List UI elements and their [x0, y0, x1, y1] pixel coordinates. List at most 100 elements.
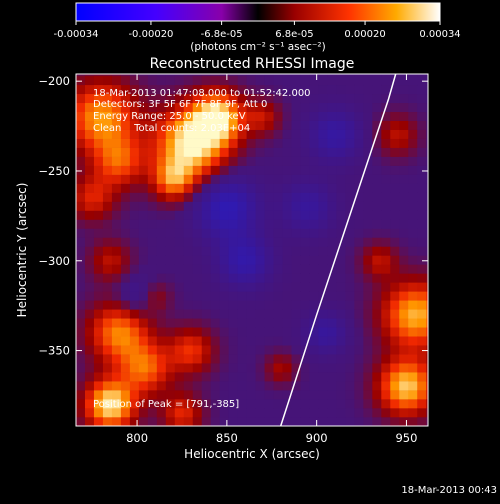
heatmap-cell: [255, 165, 265, 175]
heatmap-cell: [165, 381, 176, 391]
heatmap-cell: [111, 336, 122, 346]
heatmap-cell: [120, 147, 131, 157]
heatmap-cell: [381, 408, 391, 418]
heatmap-cell: [201, 174, 211, 184]
heatmap-cell: [246, 111, 256, 121]
heatmap-cell: [417, 345, 427, 355]
heatmap-cell: [408, 264, 418, 274]
heatmap-cell: [363, 363, 373, 373]
heatmap-cell: [273, 318, 283, 328]
heatmap-cell: [318, 309, 328, 319]
heatmap-cell: [309, 408, 319, 418]
heatmap-cell: [426, 309, 428, 319]
heatmap-cell: [318, 390, 328, 400]
heatmap-cell: [381, 165, 391, 175]
heatmap-cell: [390, 300, 400, 310]
heatmap-cell: [327, 291, 337, 301]
heatmap-cell: [264, 291, 274, 301]
heatmap-cell: [237, 291, 247, 301]
heatmap-cell: [372, 309, 382, 319]
heatmap-cell: [174, 408, 185, 418]
heatmap-cell: [93, 111, 104, 121]
heatmap-cell: [372, 156, 382, 166]
heatmap-cell: [426, 210, 428, 220]
heatmap-cell: [228, 255, 238, 265]
heatmap-cell: [102, 174, 113, 184]
heatmap-cell: [102, 210, 113, 220]
heatmap-cell: [273, 237, 283, 247]
heatmap-cell: [147, 201, 158, 211]
heatmap-cell: [93, 147, 104, 157]
heatmap-cell: [300, 183, 310, 193]
heatmap-cell: [255, 408, 265, 418]
heatmap-cell: [300, 318, 310, 328]
heatmap-cell: [84, 102, 95, 113]
heatmap-cell: [300, 309, 310, 319]
heatmap-cell: [381, 255, 391, 265]
heatmap-cell: [174, 354, 185, 364]
heatmap-cell: [273, 75, 283, 86]
heatmap-cell: [255, 327, 265, 337]
heatmap-cell: [183, 363, 194, 373]
heatmap-cell: [76, 399, 86, 409]
heatmap-cell: [129, 183, 140, 193]
heatmap-cell: [183, 255, 194, 265]
heatmap-cell: [201, 363, 211, 373]
heatmap-cell: [345, 372, 355, 382]
heatmap-cell: [174, 74, 185, 77]
heatmap-cell: [255, 174, 265, 184]
heatmap-cell: [219, 336, 229, 346]
heatmap-cell: [309, 390, 319, 400]
heatmap-cell: [84, 318, 95, 328]
heatmap-cell: [363, 129, 373, 139]
colorbar-tick-label: -6.8e-05: [201, 29, 243, 40]
heatmap-cell: [282, 273, 292, 283]
heatmap-cell: [210, 372, 220, 382]
heatmap-cell: [183, 264, 194, 274]
heatmap-cell: [246, 291, 256, 301]
heatmap-cell: [201, 282, 211, 292]
heatmap-cell: [237, 174, 247, 184]
heatmap-cell: [76, 74, 86, 77]
heatmap-cell: [381, 354, 391, 364]
heatmap-cell: [120, 354, 131, 364]
heatmap-cell: [210, 228, 220, 238]
heatmap-cell: [183, 111, 194, 121]
heatmap-cell: [399, 129, 409, 139]
heatmap-cell: [255, 201, 265, 211]
heatmap-cell: [76, 201, 86, 211]
heatmap-cell: [381, 183, 391, 193]
heatmap-cell: [147, 336, 158, 346]
heatmap-cell: [201, 228, 211, 238]
heatmap-cell: [201, 327, 211, 337]
heatmap-cell: [201, 138, 211, 148]
heatmap-cell: [300, 264, 310, 274]
heatmap-cell: [102, 246, 113, 256]
heatmap-cell: [147, 408, 158, 418]
heatmap-cell: [363, 84, 373, 95]
heatmap-cell: [93, 129, 104, 139]
heatmap-cell: [228, 192, 238, 202]
heatmap-cell: [93, 228, 104, 238]
heatmap-cell: [76, 84, 86, 95]
heatmap-cell: [264, 102, 274, 113]
heatmap-cell: [300, 300, 310, 310]
heatmap-cell: [147, 138, 158, 148]
heatmap-cell: [390, 318, 400, 328]
heatmap-cell: [228, 291, 238, 301]
heatmap-cell: [399, 345, 409, 355]
heatmap-cell: [390, 129, 400, 139]
heatmap-cell: [237, 372, 247, 382]
heatmap-cell: [147, 84, 158, 95]
heatmap-cell: [309, 102, 319, 113]
heatmap-cell: [363, 192, 373, 202]
heatmap-cell: [399, 282, 409, 292]
heatmap-cell: [408, 381, 418, 391]
heatmap-cell: [237, 93, 247, 104]
heatmap-cell: [291, 282, 301, 292]
heatmap-cell: [291, 309, 301, 319]
heatmap-cell: [300, 75, 310, 86]
heatmap-cell: [76, 381, 86, 391]
heatmap-cell: [399, 75, 409, 86]
heatmap-cell: [426, 75, 428, 86]
